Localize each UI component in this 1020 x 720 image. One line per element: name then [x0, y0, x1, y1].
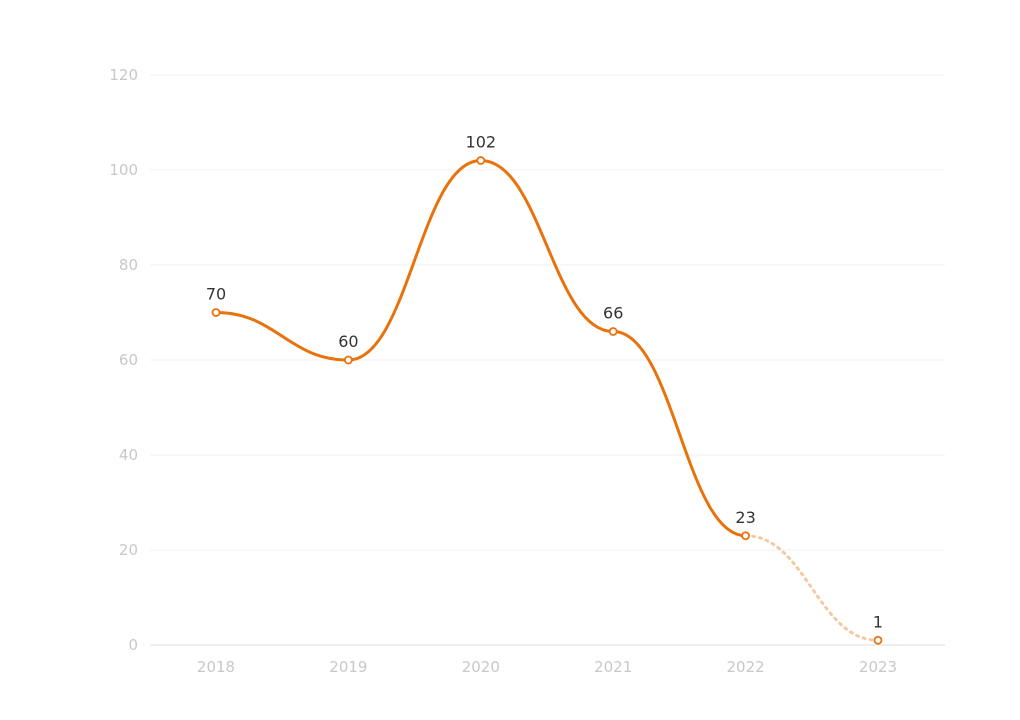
data-label: 60	[338, 332, 358, 351]
x-tick-label: 2022	[727, 658, 765, 676]
x-tick-label: 2023	[859, 658, 897, 676]
data-points	[211, 156, 883, 645]
gridlines	[150, 74, 945, 646]
x-tick-label: 2021	[594, 658, 632, 676]
series-line-projected	[744, 534, 880, 642]
data-label: 66	[603, 304, 623, 323]
y-tick-label: 0	[128, 636, 138, 654]
y-tick-label: 20	[119, 541, 138, 559]
y-tick-label: 80	[119, 256, 138, 274]
data-label: 70	[206, 285, 226, 304]
data-label: 1	[873, 612, 883, 631]
x-tick-label: 2018	[197, 658, 235, 676]
data-label: 102	[466, 133, 497, 152]
y-tick-label: 100	[109, 161, 138, 179]
data-label: 23	[735, 508, 755, 527]
y-tick-label: 120	[109, 66, 138, 84]
y-axis: 0 20 40 60 80 100 120	[109, 66, 138, 654]
series-line-actual	[214, 158, 748, 538]
data-point	[343, 355, 353, 365]
y-tick-label: 40	[119, 446, 138, 464]
series-lines	[214, 158, 880, 642]
data-point	[608, 327, 618, 336]
x-axis: 2018 2019 2020 2021 2022 2023	[197, 658, 897, 676]
data-labels: 70 60 102 66 23 1	[206, 133, 883, 632]
data-point	[476, 156, 486, 165]
x-tick-label: 2020	[462, 658, 500, 676]
x-tick-label: 2019	[329, 658, 367, 676]
data-point	[741, 531, 750, 541]
y-tick-label: 60	[119, 351, 138, 369]
data-point	[211, 308, 221, 317]
data-point	[873, 635, 883, 645]
